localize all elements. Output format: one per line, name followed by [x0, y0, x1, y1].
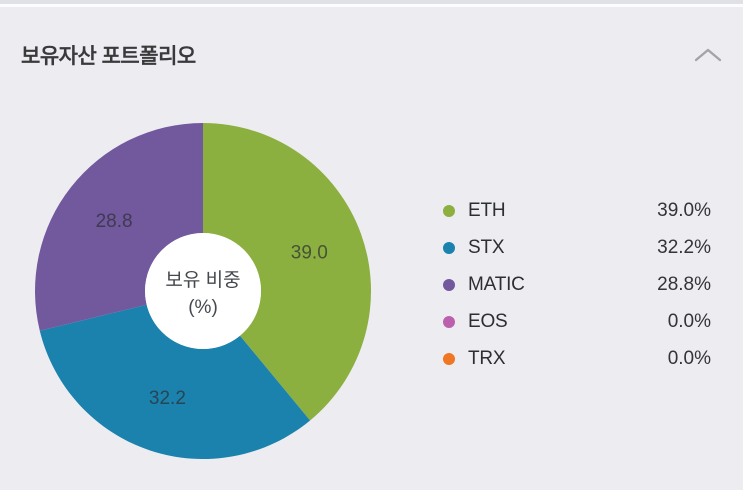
legend-item-eth[interactable]: ETH 39.0% — [443, 192, 711, 229]
donut-slice-eth[interactable] — [203, 123, 372, 421]
legend-item-matic[interactable]: MATIC 28.8% — [443, 266, 711, 303]
legend-color-dot — [443, 241, 455, 254]
legend-value: 39.0% — [657, 199, 711, 221]
donut-slice-matic[interactable] — [35, 123, 204, 331]
legend-label: ETH — [468, 199, 506, 221]
legend-color-dot — [443, 278, 455, 291]
slice-value-label-eth: 39.0 — [291, 243, 328, 264]
legend-label: STX — [468, 236, 505, 258]
legend-color-dot — [443, 204, 455, 217]
donut-slice-stx[interactable] — [39, 304, 311, 460]
card-header: 보유자산 포트폴리오 — [21, 40, 722, 70]
legend-color-dot — [443, 352, 455, 365]
donut-svg: 보유 비중 (%) 39.0 32.2 28.8 — [35, 123, 372, 460]
donut-center-label-line1: 보유 비중 — [165, 269, 240, 291]
slice-value-label-matic: 28.8 — [96, 211, 133, 232]
top-strip — [0, 0, 743, 4]
legend-item-stx[interactable]: STX 32.2% — [443, 229, 711, 266]
legend-color-dot — [443, 315, 455, 328]
collapse-button[interactable] — [688, 40, 728, 70]
legend: ETH 39.0% STX 32.2% MATIC 28.8% EOS 0.0% TRX 0.0% — [443, 192, 711, 377]
donut-chart: 보유 비중 (%) 39.0 32.2 28.8 — [0, 100, 420, 490]
top-divider — [0, 4, 743, 7]
donut-slices — [35, 123, 372, 460]
chevron-up-icon — [694, 48, 722, 62]
legend-value: 32.2% — [657, 236, 711, 258]
legend-item-trx[interactable]: TRX 0.0% — [443, 340, 711, 377]
donut-slice-labels: 39.0 32.2 28.8 — [96, 211, 328, 409]
legend-value: 0.0% — [667, 347, 711, 369]
legend-label: EOS — [468, 310, 508, 332]
legend-value: 28.8% — [657, 273, 711, 295]
legend-value: 0.0% — [667, 310, 711, 332]
legend-label: TRX — [468, 347, 506, 369]
legend-item-eos[interactable]: EOS 0.0% — [443, 303, 711, 340]
card-title: 보유자산 포트폴리오 — [21, 45, 196, 68]
legend-label: MATIC — [468, 273, 525, 295]
slice-value-label-stx: 32.2 — [149, 388, 186, 409]
donut-hole — [145, 233, 261, 349]
donut-center-label-line2: (%) — [188, 297, 218, 318]
